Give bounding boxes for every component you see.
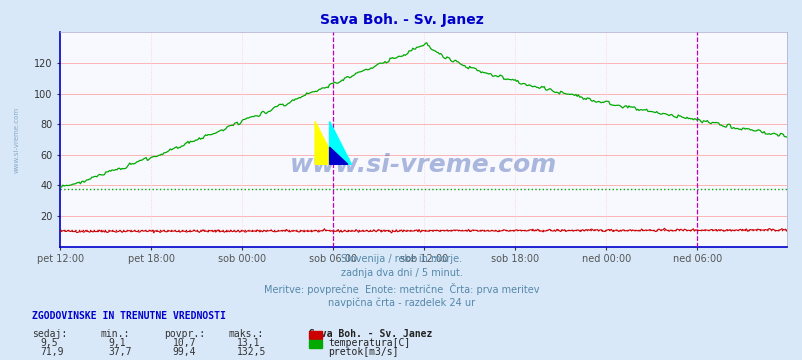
Text: 71,9: 71,9 (40, 347, 63, 357)
Text: 9,5: 9,5 (40, 338, 58, 348)
Text: temperatura[C]: temperatura[C] (328, 338, 410, 348)
Polygon shape (329, 121, 351, 164)
Text: Sava Boh. - Sv. Janez: Sava Boh. - Sv. Janez (309, 329, 432, 339)
Text: 10,7: 10,7 (172, 338, 196, 348)
Text: sedaj:: sedaj: (32, 329, 67, 339)
Text: navpična črta - razdelek 24 ur: navpična črta - razdelek 24 ur (327, 297, 475, 307)
Text: 13,1: 13,1 (237, 338, 260, 348)
Text: pretok[m3/s]: pretok[m3/s] (328, 347, 399, 357)
Polygon shape (314, 121, 336, 164)
Polygon shape (329, 147, 347, 164)
Text: www.si-vreme.com: www.si-vreme.com (290, 153, 557, 177)
Text: min.:: min.: (100, 329, 130, 339)
Text: 132,5: 132,5 (237, 347, 266, 357)
Text: zadnja dva dni / 5 minut.: zadnja dva dni / 5 minut. (340, 268, 462, 278)
Text: www.si-vreme.com: www.si-vreme.com (14, 107, 19, 172)
Text: maks.:: maks.: (229, 329, 264, 339)
Text: 9,1: 9,1 (108, 338, 126, 348)
Text: Slovenija / reke in morje.: Slovenija / reke in morje. (341, 254, 461, 264)
Text: povpr.:: povpr.: (164, 329, 205, 339)
Text: 37,7: 37,7 (108, 347, 132, 357)
Text: ZGODOVINSKE IN TRENUTNE VREDNOSTI: ZGODOVINSKE IN TRENUTNE VREDNOSTI (32, 311, 225, 321)
Text: 99,4: 99,4 (172, 347, 196, 357)
Text: Sava Boh. - Sv. Janez: Sava Boh. - Sv. Janez (319, 13, 483, 27)
Text: Meritve: povprečne  Enote: metrične  Črta: prva meritev: Meritve: povprečne Enote: metrične Črta:… (263, 283, 539, 294)
